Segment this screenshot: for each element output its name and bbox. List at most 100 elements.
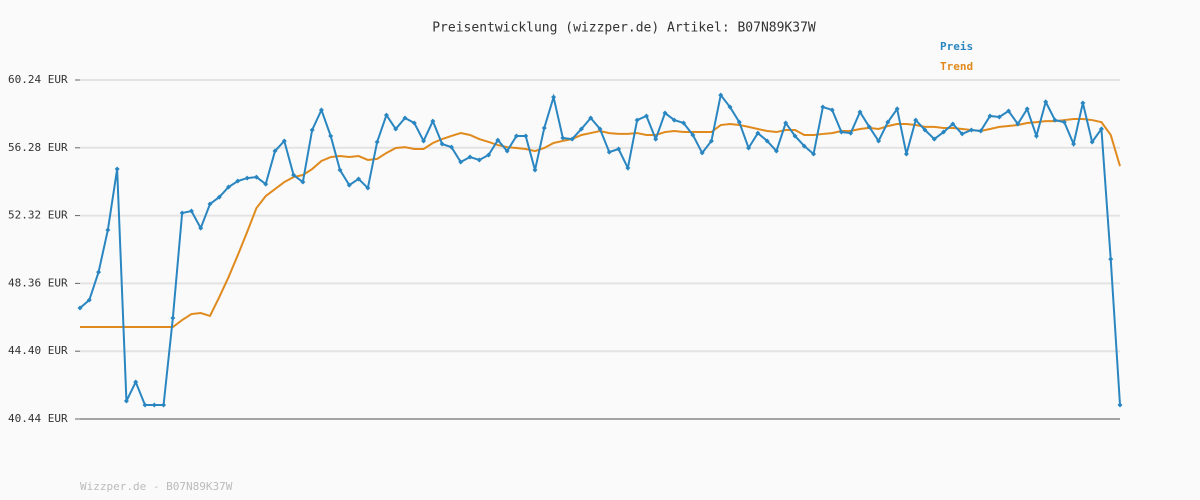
data-point xyxy=(959,131,965,137)
data-point xyxy=(421,138,427,144)
data-point xyxy=(588,115,594,121)
series-line xyxy=(80,118,1121,329)
y-tick-label: 52.32 EUR xyxy=(8,209,68,222)
data-point xyxy=(291,172,297,178)
data-point xyxy=(383,112,389,118)
data-point xyxy=(188,208,194,214)
data-point xyxy=(727,104,733,110)
data-point xyxy=(1071,141,1077,147)
data-point xyxy=(170,315,176,321)
chart-title: Preisentwicklung (wizzper.de) Artikel: B… xyxy=(432,21,816,36)
data-point xyxy=(1098,126,1104,132)
data-point xyxy=(968,127,974,133)
data-point xyxy=(96,269,102,275)
data-point xyxy=(1108,256,1114,262)
data-point xyxy=(894,106,900,112)
data-point xyxy=(346,182,352,188)
data-point xyxy=(950,121,956,127)
data-point xyxy=(699,150,705,156)
data-point xyxy=(244,175,250,181)
data-point xyxy=(922,127,928,133)
data-point xyxy=(569,136,575,142)
data-point xyxy=(634,117,640,123)
data-point xyxy=(876,138,882,144)
data-point xyxy=(792,133,798,139)
data-point xyxy=(504,148,510,154)
data-point xyxy=(857,109,863,115)
data-point xyxy=(616,146,622,152)
data-point xyxy=(105,227,111,233)
data-point xyxy=(411,120,417,126)
data-point xyxy=(123,398,129,404)
data-point xyxy=(625,165,631,171)
data-point xyxy=(866,124,872,130)
data-point xyxy=(560,135,566,141)
data-point xyxy=(773,148,779,154)
data-point xyxy=(86,297,92,303)
y-tick-label: 60.24 EUR xyxy=(8,73,68,86)
data-point xyxy=(690,132,696,138)
data-point xyxy=(931,136,937,142)
data-point xyxy=(643,113,649,119)
data-point xyxy=(811,151,817,157)
data-point xyxy=(272,148,278,154)
data-point xyxy=(820,104,826,110)
data-point xyxy=(318,107,324,113)
data-point xyxy=(885,119,891,125)
data-point xyxy=(764,138,770,144)
data-point xyxy=(1117,402,1123,408)
data-point xyxy=(1043,99,1049,105)
data-point xyxy=(1052,117,1058,123)
data-point xyxy=(476,157,482,163)
data-point xyxy=(532,167,538,173)
data-point xyxy=(226,184,232,190)
data-point xyxy=(1006,108,1012,114)
legend-entry: Preis xyxy=(940,40,973,53)
data-point xyxy=(253,174,259,180)
data-point xyxy=(281,138,287,144)
y-tick-label: 40.44 EUR xyxy=(8,412,68,425)
data-point xyxy=(114,166,120,172)
data-point xyxy=(309,127,315,133)
data-point xyxy=(365,185,371,191)
data-point xyxy=(978,128,984,134)
data-point xyxy=(801,143,807,149)
data-point xyxy=(606,149,612,155)
footer: Wizzper.de - B07N89K37W xyxy=(80,480,233,493)
data-point xyxy=(718,92,724,98)
data-point xyxy=(1024,106,1030,112)
data-point xyxy=(374,139,380,145)
data-point xyxy=(300,179,306,185)
data-point xyxy=(941,129,947,135)
data-point xyxy=(746,145,752,151)
data-point xyxy=(263,181,269,187)
data-point xyxy=(1033,133,1039,139)
data-point xyxy=(848,130,854,136)
data-point xyxy=(987,113,993,119)
data-point xyxy=(903,151,909,157)
data-point xyxy=(736,119,742,125)
data-point xyxy=(151,402,157,408)
data-point xyxy=(356,176,362,182)
data-point xyxy=(829,107,835,113)
data-point xyxy=(198,225,204,231)
data-point xyxy=(430,118,436,124)
data-point xyxy=(216,194,222,200)
data-point xyxy=(541,125,547,131)
data-point xyxy=(161,402,167,408)
data-point xyxy=(142,402,148,408)
data-point xyxy=(913,117,919,123)
data-point xyxy=(551,94,557,100)
data-point xyxy=(179,210,185,216)
data-point xyxy=(393,126,399,132)
data-point xyxy=(337,167,343,173)
data-point xyxy=(513,133,519,139)
data-point xyxy=(486,152,492,158)
data-point xyxy=(708,138,714,144)
data-point xyxy=(523,133,529,139)
y-tick-label: 44.40 EUR xyxy=(8,344,68,357)
data-point xyxy=(653,136,659,142)
data-point xyxy=(755,130,761,136)
